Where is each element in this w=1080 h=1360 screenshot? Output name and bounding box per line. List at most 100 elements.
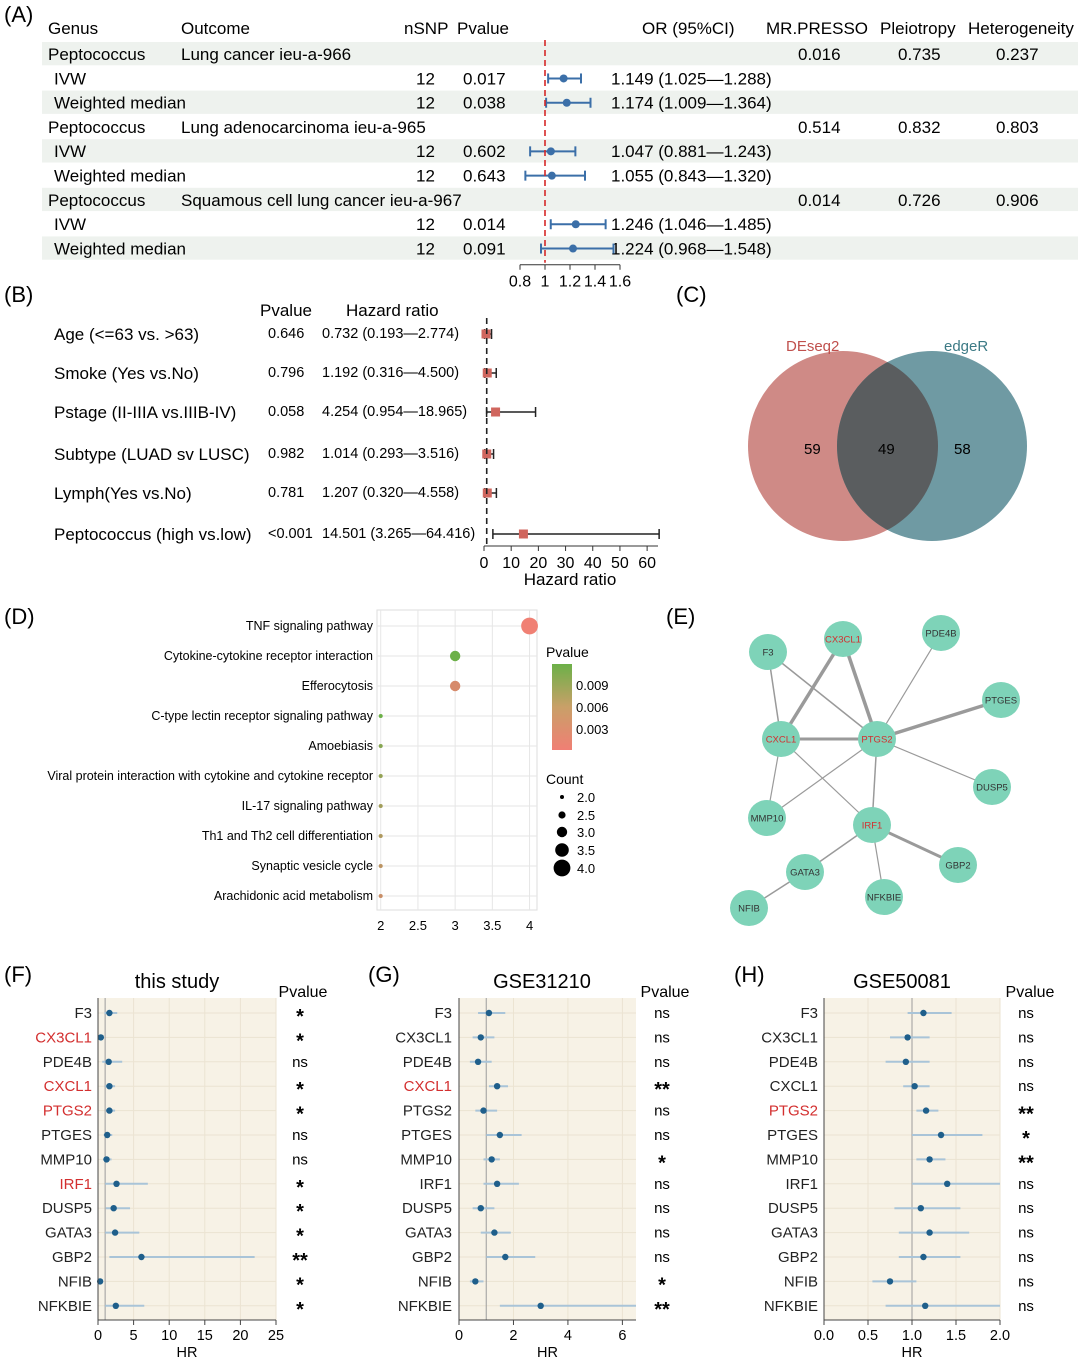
forest-x-tick-label: 5 — [130, 1328, 138, 1344]
e-node-f3-circle — [749, 634, 787, 670]
forest-significance: * — [296, 1104, 304, 1126]
d-bubble — [378, 714, 383, 718]
e-node-gata3-circle — [786, 854, 824, 890]
a-x-tick-label: 1.6 — [609, 274, 631, 291]
a-nsnp: 12 — [416, 142, 435, 161]
forest-hr-point — [96, 1278, 104, 1285]
b-pvalue: 0.796 — [268, 365, 304, 381]
e-node-nfib-label: NFIB — [738, 904, 760, 915]
d-pathway-label: Viral protein interaction with cytokine … — [47, 769, 373, 783]
forest-significance: ns — [1018, 1273, 1034, 1290]
forest-significance: ** — [654, 1299, 670, 1321]
b-pvalue: 0.058 — [268, 404, 304, 420]
forest-gene-label: GBP2 — [52, 1249, 92, 1266]
forest-gene-label: NFKBIE — [398, 1298, 452, 1315]
panel-label-h: (H) — [734, 962, 765, 987]
forest-gene-label: NFKBIE — [38, 1298, 92, 1315]
b-hr-text: 14.501 (3.265—64.416) — [322, 526, 475, 542]
forest-panel-h: 0.0 0.5 1.0 1.5 2.0 GSE50081 Pvalue HR F3 ns CX3CL… — [761, 971, 1054, 1360]
a-outcome: Squamous cell lung cancer ieu-a-967 — [181, 191, 462, 210]
e-node-dusp5-circle — [973, 769, 1011, 805]
forest-gene-label: GATA3 — [771, 1225, 818, 1242]
panel-label-e: (E) — [666, 604, 695, 629]
a-or-point — [547, 171, 556, 180]
forest-hr-point — [502, 1253, 509, 1261]
forest-title: GSE50081 — [853, 971, 951, 993]
a-method: Weighted median — [54, 167, 186, 186]
forest-x-axis-title: HR — [177, 1345, 198, 1360]
a-or-point — [571, 220, 580, 229]
a-pvalue: 0.014 — [463, 215, 506, 234]
forest-hr-point — [493, 1083, 501, 1090]
e-node-pde4b-label: PDE4B — [925, 629, 956, 640]
a-x-tick-label: 0.8 — [509, 274, 531, 291]
forest-gene-label: DUSP5 — [768, 1200, 818, 1217]
forest-x-tick-label: 15 — [197, 1328, 213, 1344]
forest-gene-label: CX3CL1 — [35, 1029, 92, 1046]
forest-x-tick-label: 0 — [455, 1328, 463, 1344]
a-outcome: Lung adenocarcinoma ieu-a-965 — [181, 118, 426, 137]
forest-hr-point — [477, 1034, 484, 1041]
forest-panel-g: 0 2 4 6 GSE31210 Pvalue HR F3 ns CX3CL1 ns PDE4B ns C… — [395, 971, 689, 1360]
forest-gene-label: CXCL1 — [44, 1078, 92, 1095]
forest-gene-label: PTGES — [401, 1127, 452, 1144]
forest-gene-label: PTGS2 — [403, 1103, 452, 1120]
e-network-edge — [766, 738, 878, 819]
b-x-tick-label: 10 — [502, 555, 520, 572]
b-hr-square — [518, 529, 528, 539]
forest-hr-point — [485, 1009, 493, 1017]
forest-gene-label: PTGES — [41, 1127, 92, 1144]
forest-gene-label: MMP10 — [766, 1151, 818, 1168]
a-method: IVW — [54, 142, 86, 161]
d-bubble — [378, 894, 383, 898]
b-x-tick-label: 0 — [480, 555, 489, 572]
d-x-tick-label: 2.5 — [409, 918, 427, 933]
a-row-stripe — [42, 187, 1078, 212]
forest-significance: * — [296, 1006, 304, 1028]
d-pathway-label: Arachidonic acid metabolism — [214, 889, 373, 903]
e-node-irf1-circle — [853, 807, 891, 843]
e-node-nfib-circle — [730, 890, 768, 926]
a-x-tick-label: 1.2 — [559, 274, 581, 291]
panel-d-kegg-bubble: 2 2.5 3 3.5 4 TNF signaling pathway Cytokine-… — [47, 609, 609, 933]
d-x-tick-label: 2 — [377, 918, 384, 933]
e-network-edge — [876, 738, 993, 788]
forest-panel-f: 0 5 10 15 20 25 this study Pvalue HR F3 * CX3CL1 * PD… — [35, 971, 327, 1360]
d-legend-count-label: 3.5 — [577, 843, 595, 858]
forest-hr-point — [491, 1229, 498, 1236]
forest-significance: ns — [654, 1103, 670, 1120]
d-x-tick-label: 3 — [452, 918, 459, 933]
a-nsnp: 12 — [416, 239, 435, 258]
forest-gene-label: F3 — [434, 1005, 452, 1022]
forest-significance: ns — [654, 1005, 670, 1022]
header-mr-presso: MR.PRESSO — [766, 19, 868, 38]
forest-gene-label: MMP10 — [400, 1151, 452, 1168]
d-x-tick-label: 4 — [526, 918, 533, 933]
b-hr-square — [491, 407, 501, 417]
a-x-tick-label: 1.4 — [584, 274, 606, 291]
forest-significance: ns — [654, 1200, 670, 1217]
e-node-dusp5-label: DUSP5 — [976, 783, 1008, 794]
forest-significance: * — [1022, 1128, 1030, 1150]
d-legend-count-dot — [560, 795, 564, 799]
e-network-edge — [780, 738, 873, 826]
b-variable-label: Lymph(Yes vs.No) — [54, 484, 192, 503]
b-pvalue: 0.982 — [268, 446, 304, 462]
a-pleiotropy: 0.726 — [898, 191, 941, 210]
forest-gene-label: PDE4B — [403, 1054, 452, 1071]
forest-significance: ns — [292, 1151, 308, 1168]
forest-x-tick-label: 6 — [618, 1328, 626, 1344]
d-legend-pvalue-tick: 0.006 — [576, 700, 609, 715]
b-hr-text: 1.192 (0.316—4.500) — [322, 365, 459, 381]
a-or-text: 1.149 (1.025—1.288) — [611, 69, 772, 88]
panel-label-g: (G) — [368, 962, 400, 987]
a-heterogeneity: 0.906 — [996, 191, 1039, 210]
d-legend-count-dot — [558, 811, 566, 819]
forest-hr-point — [944, 1180, 951, 1188]
forest-x-tick-label: 0.0 — [814, 1328, 834, 1344]
forest-significance: ns — [1018, 1078, 1034, 1095]
forest-gene-label: MMP10 — [40, 1151, 92, 1168]
a-x-tick-label: 1 — [541, 274, 550, 291]
d-legend-count-dot — [556, 826, 568, 838]
